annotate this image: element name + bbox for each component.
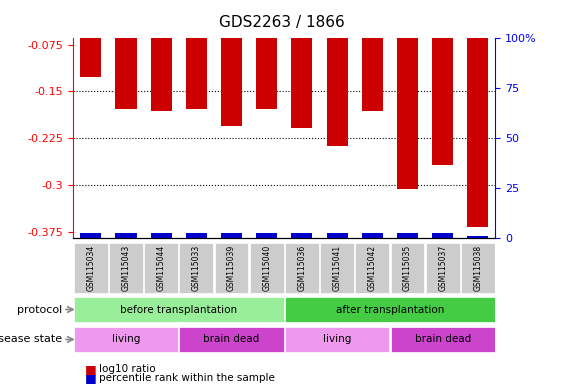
FancyBboxPatch shape bbox=[285, 327, 389, 352]
Bar bbox=[467, 236, 488, 238]
Bar bbox=[221, 0, 242, 126]
Bar bbox=[292, 233, 312, 238]
Text: GSM115043: GSM115043 bbox=[122, 245, 131, 291]
Bar bbox=[256, 0, 277, 109]
Bar bbox=[327, 233, 347, 238]
FancyBboxPatch shape bbox=[355, 243, 389, 293]
Bar bbox=[186, 0, 207, 109]
Text: GSM115033: GSM115033 bbox=[192, 245, 201, 291]
Bar bbox=[256, 233, 277, 238]
Bar bbox=[362, 233, 383, 238]
FancyBboxPatch shape bbox=[74, 327, 178, 352]
FancyBboxPatch shape bbox=[74, 243, 108, 293]
Text: GSM115037: GSM115037 bbox=[438, 245, 447, 291]
Text: GSM115040: GSM115040 bbox=[262, 245, 271, 291]
Text: protocol: protocol bbox=[17, 305, 62, 314]
FancyBboxPatch shape bbox=[180, 327, 284, 352]
Text: GSM115035: GSM115035 bbox=[403, 245, 412, 291]
Text: GSM115038: GSM115038 bbox=[473, 245, 482, 291]
Bar bbox=[80, 0, 101, 77]
Bar bbox=[432, 233, 453, 238]
Bar bbox=[151, 0, 172, 111]
Text: GSM115036: GSM115036 bbox=[297, 245, 306, 291]
FancyBboxPatch shape bbox=[250, 243, 284, 293]
Bar bbox=[362, 0, 383, 111]
Text: after transplantation: after transplantation bbox=[336, 305, 444, 314]
Text: log10 ratio: log10 ratio bbox=[99, 364, 155, 374]
Text: GSM115034: GSM115034 bbox=[86, 245, 95, 291]
Bar bbox=[397, 0, 418, 189]
Text: living: living bbox=[323, 334, 351, 344]
Text: brain dead: brain dead bbox=[414, 334, 471, 344]
Text: before transplantation: before transplantation bbox=[120, 305, 238, 314]
Bar bbox=[432, 0, 453, 165]
Bar bbox=[221, 233, 242, 238]
Text: GSM115042: GSM115042 bbox=[368, 245, 377, 291]
FancyBboxPatch shape bbox=[74, 297, 284, 322]
FancyBboxPatch shape bbox=[320, 243, 354, 293]
FancyBboxPatch shape bbox=[215, 243, 248, 293]
Bar bbox=[467, 0, 488, 227]
FancyBboxPatch shape bbox=[144, 243, 178, 293]
Bar bbox=[115, 233, 137, 238]
Bar bbox=[292, 0, 312, 127]
FancyBboxPatch shape bbox=[109, 243, 143, 293]
Bar bbox=[80, 233, 101, 238]
FancyBboxPatch shape bbox=[180, 243, 213, 293]
Bar bbox=[115, 0, 137, 109]
Text: ■: ■ bbox=[84, 372, 96, 384]
Bar bbox=[186, 233, 207, 238]
Text: GSM115039: GSM115039 bbox=[227, 245, 236, 291]
FancyBboxPatch shape bbox=[285, 243, 319, 293]
Text: GDS2263 / 1866: GDS2263 / 1866 bbox=[218, 15, 345, 30]
Bar bbox=[327, 0, 347, 146]
Text: percentile rank within the sample: percentile rank within the sample bbox=[99, 373, 274, 383]
Bar bbox=[151, 233, 172, 238]
Text: GSM115041: GSM115041 bbox=[333, 245, 342, 291]
Text: brain dead: brain dead bbox=[203, 334, 260, 344]
Text: ■: ■ bbox=[84, 363, 96, 376]
Text: living: living bbox=[112, 334, 140, 344]
FancyBboxPatch shape bbox=[461, 243, 495, 293]
Text: disease state: disease state bbox=[0, 334, 62, 344]
Text: GSM115044: GSM115044 bbox=[157, 245, 166, 291]
FancyBboxPatch shape bbox=[391, 243, 425, 293]
Bar bbox=[397, 233, 418, 238]
FancyBboxPatch shape bbox=[391, 327, 495, 352]
FancyBboxPatch shape bbox=[285, 297, 495, 322]
FancyBboxPatch shape bbox=[426, 243, 459, 293]
